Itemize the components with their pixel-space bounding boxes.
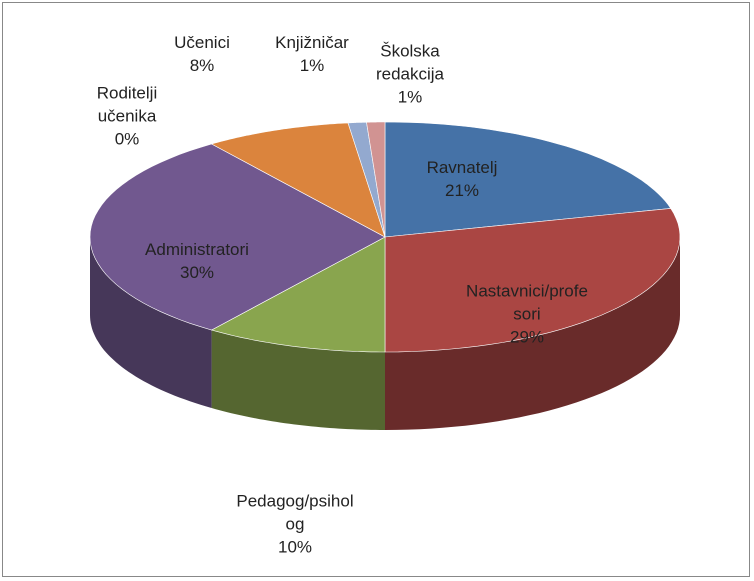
data-label: Nastavnici/profesori 29% — [462, 281, 592, 350]
data-label: Roditelji učenika 0% — [82, 83, 172, 152]
category-label: Knjižničar — [275, 33, 349, 53]
value-label: 21% — [444, 181, 480, 200]
data-label: Ravnatelj 21% — [407, 157, 517, 203]
slice — [384, 208, 681, 353]
slice — [384, 121, 672, 238]
data-label: Knjižničar 1% — [267, 32, 357, 78]
slice — [366, 121, 386, 238]
slice-side — [90, 237, 212, 408]
data-label: Učenici 8% — [167, 32, 237, 78]
category-label: Pedagog/psiholog — [236, 491, 354, 534]
value-label: 30% — [179, 263, 215, 282]
value-label: 10% — [277, 537, 313, 557]
category-label: Školska redakcija — [375, 41, 445, 84]
slice-side — [385, 237, 680, 430]
value-label: 8% — [189, 56, 215, 75]
value-label: 1% — [299, 56, 325, 75]
value-label: 0% — [114, 129, 140, 149]
value-label: 29% — [509, 327, 545, 347]
value-label: 1% — [397, 87, 423, 107]
category-label: Ravnatelj — [426, 158, 498, 178]
slice-side — [211, 330, 385, 430]
slice — [210, 122, 386, 238]
category-label: Nastavnici/profesori — [466, 281, 588, 324]
category-label: Roditelji učenika — [96, 83, 158, 126]
data-label: Pedagog/psiholog 10% — [235, 491, 355, 560]
data-label: Administratori 30% — [141, 239, 253, 285]
slice — [89, 143, 386, 331]
data-label: Školska redakcija 1% — [360, 41, 460, 110]
category-label: Administratori — [145, 240, 249, 260]
slice — [347, 121, 386, 238]
slice — [210, 236, 386, 353]
category-label: Učenici — [174, 33, 230, 53]
